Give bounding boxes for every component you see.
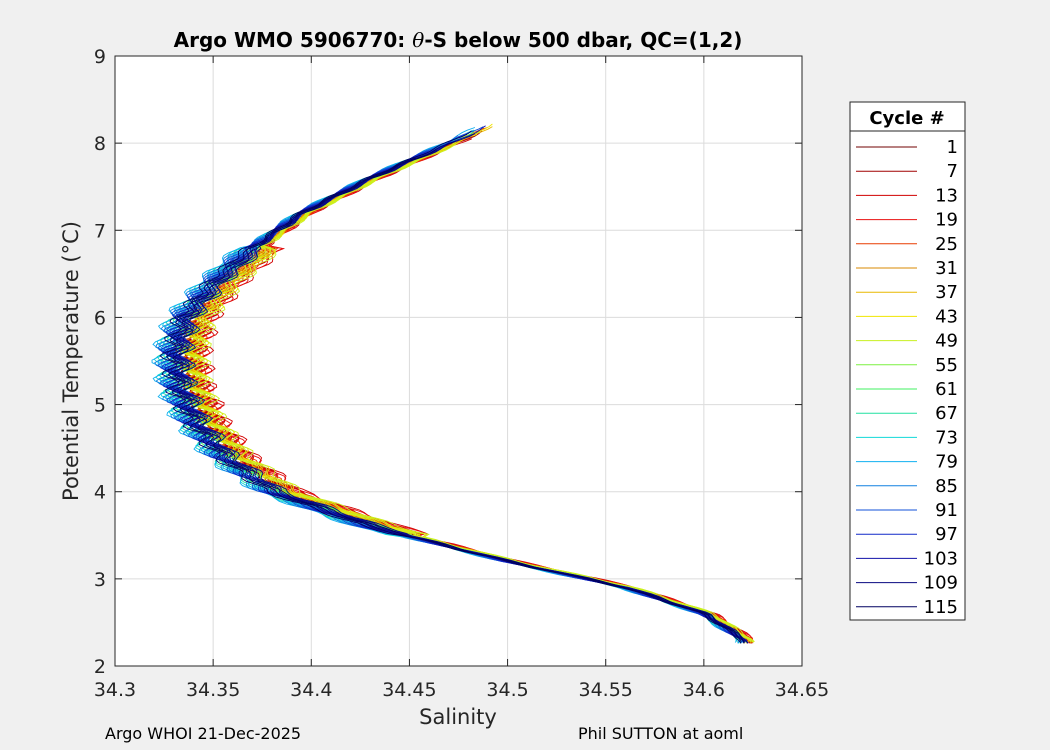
footer-credit-left: Argo WHOI 21-Dec-2025: [105, 724, 302, 743]
footer-credit-right: Phil SUTTON at aoml: [578, 724, 744, 743]
legend: Cycle # 1 7 13 19 25 31 37 43 49 55 61 67 73 79 85 91 97…: [849, 101, 966, 621]
y-tick-label: 8: [94, 133, 106, 155]
axis-ticks: [114, 55, 803, 667]
plot-border: [114, 55, 803, 667]
x-tick-label: 34.55: [579, 679, 633, 701]
series-line-cycle-115: [165, 157, 742, 642]
legend-label-31: 31: [935, 258, 958, 279]
y-tick-label: 5: [94, 395, 106, 417]
legend-label-43: 43: [935, 306, 958, 327]
legend-label-67: 67: [935, 403, 958, 424]
legend-label-55: 55: [935, 355, 958, 376]
x-tick-label: 34.6: [683, 679, 725, 701]
legend-label-91: 91: [935, 500, 958, 521]
legend-entries: 1 7 13 19 25 31 37 43 49 55 61 67 73 79 85 91 97 103 109 11…: [856, 137, 958, 618]
series-line-cycle-109: [178, 133, 749, 644]
x-tick-label: 34.35: [186, 679, 240, 701]
chart-title: Argo WMO 5906770: θ-S below 500 dbar, QC…: [174, 28, 743, 52]
x-tick-label: 34.65: [775, 679, 829, 701]
legend-label-97: 97: [935, 524, 958, 545]
legend-label-13: 13: [935, 185, 958, 206]
y-tick-label: 6: [94, 307, 106, 329]
x-axis-label: Salinity: [419, 705, 497, 729]
y-axis-label: Potential Temperature (°C): [59, 221, 83, 501]
grid: [114, 55, 803, 667]
legend-label-37: 37: [935, 282, 958, 303]
legend-label-109: 109: [924, 573, 958, 594]
legend-label-7: 7: [947, 161, 958, 182]
plot-area: [115, 56, 802, 666]
series-line-cycle-49: [193, 141, 755, 642]
legend-label-79: 79: [935, 452, 958, 473]
series-lines: [151, 123, 755, 644]
legend-label-73: 73: [935, 427, 958, 448]
title-theta: θ: [412, 28, 424, 52]
legend-label-115: 115: [924, 597, 958, 618]
legend-label-1: 1: [947, 137, 958, 158]
title-part-2: -S below 500 dbar, QC=(1,2): [424, 28, 742, 52]
y-tick-label: 4: [94, 482, 106, 504]
legend-label-85: 85: [935, 476, 958, 497]
series-line-cycle-115: [172, 140, 745, 644]
y-tick-label: 3: [94, 569, 106, 591]
legend-label-49: 49: [935, 331, 958, 352]
x-tick-label: 34.4: [290, 679, 332, 701]
y-tick-label: 9: [94, 46, 106, 68]
legend-label-25: 25: [935, 234, 958, 255]
y-tick-labels: 2 3 4 5 6 7 8 9: [94, 46, 106, 678]
y-tick-label: 2: [94, 656, 106, 678]
x-tick-labels: 34.3 34.35 34.4 34.45 34.5 34.55 34.6 34.65: [94, 679, 829, 701]
series-line-cycle-103: [162, 158, 745, 643]
x-tick-label: 34.5: [486, 679, 528, 701]
x-tick-label: 34.45: [382, 679, 436, 701]
legend-label-61: 61: [935, 379, 958, 400]
y-tick-label: 7: [94, 220, 106, 242]
legend-label-19: 19: [935, 210, 958, 231]
x-tick-label: 34.3: [94, 679, 136, 701]
title-part-1: Argo WMO 5906770:: [174, 28, 413, 52]
legend-label-103: 103: [924, 548, 958, 569]
legend-box: [849, 101, 966, 621]
legend-title: Cycle #: [869, 108, 944, 129]
